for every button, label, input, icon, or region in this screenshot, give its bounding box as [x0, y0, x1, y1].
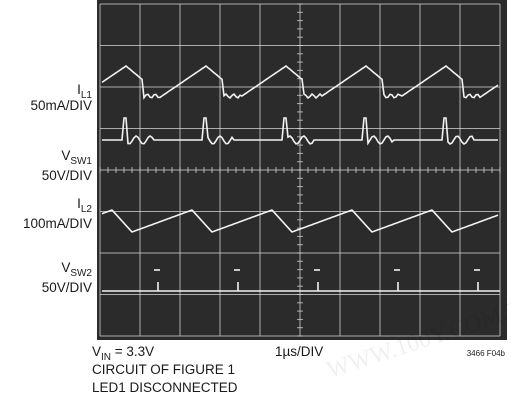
trace-label: IL1 [77, 82, 92, 101]
trace-label: IL2 [77, 196, 92, 215]
trace-il1 [101, 64, 499, 100]
trace-label: VSW1 [61, 148, 92, 167]
trace-scale: 50V/DIV [42, 280, 92, 295]
waveforms [101, 64, 500, 292]
note: CIRCUIT OF FIGURE 1 [92, 362, 235, 377]
note: LED1 DISCONNECTED [92, 380, 238, 395]
figure-id: 3466 F04b [467, 349, 506, 358]
timebase: 1µs/DIV [275, 344, 323, 359]
trace-scale: 100mA/DIV [23, 216, 92, 231]
trace-scale: 50mA/DIV [30, 98, 92, 113]
graticule [99, 3, 501, 337]
trace-label: VSW2 [61, 260, 92, 279]
vin-label: VIN = 3.3V [92, 344, 154, 363]
trace-il2 [101, 209, 499, 233]
trace-scale: 50V/DIV [42, 168, 92, 183]
trace-vsw1 [102, 117, 498, 146]
